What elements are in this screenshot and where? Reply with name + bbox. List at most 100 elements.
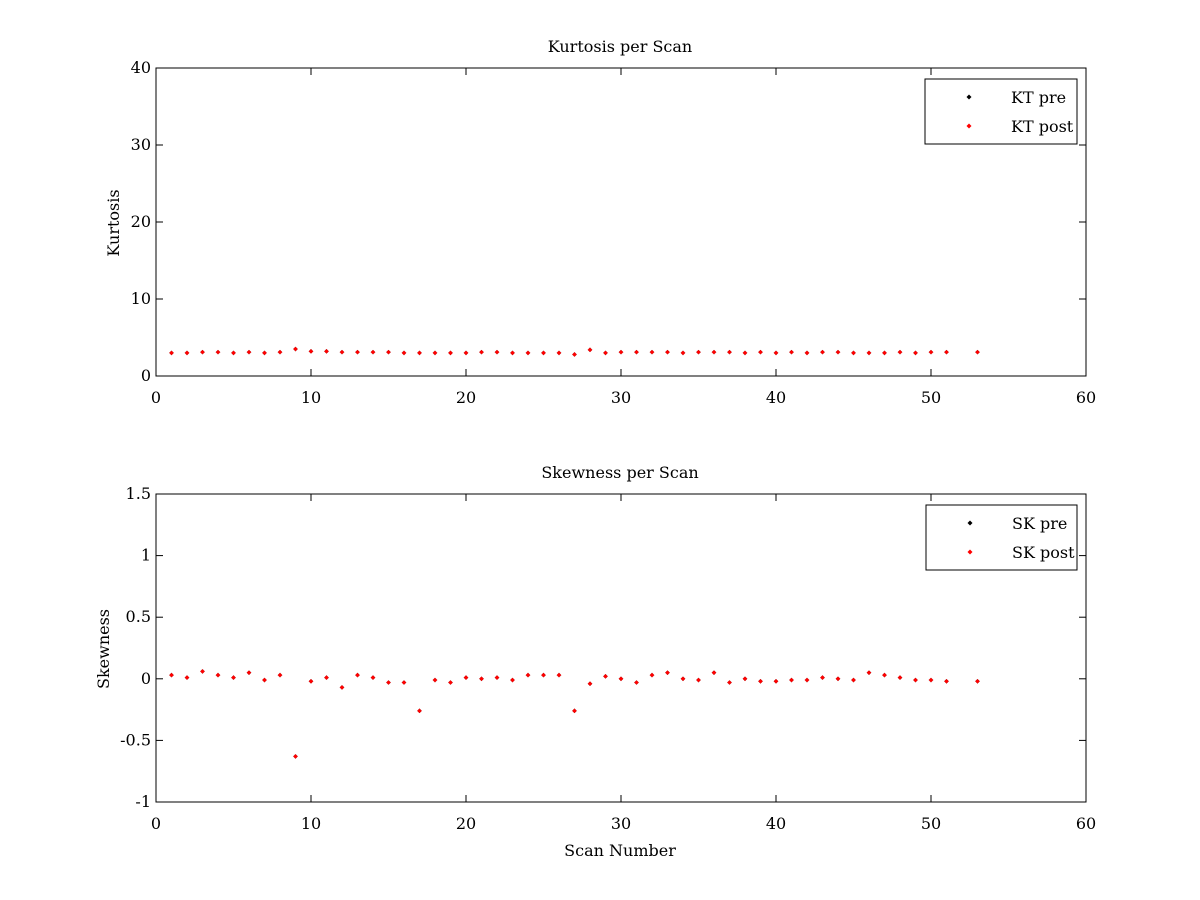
kurtosis-post-point [525,350,531,356]
kurtosis-post-point [820,349,825,355]
skewness-post-point [835,676,841,682]
skewness-post-point [355,672,360,678]
kurtosis-post-point [742,350,748,356]
skewness-post-point [262,677,267,683]
kurtosis-post-point [308,349,314,354]
skewness-post-point [711,670,717,675]
kurtosis-xtick-label: 0 [151,388,161,407]
skewness-ytick-label: 1.5 [126,484,151,503]
kurtosis-post-point [897,349,903,355]
skewness-legend-marker-post [967,549,973,555]
kurtosis-post-point [417,350,422,356]
skewness-post-point [324,675,329,680]
skewness-post-point [696,677,701,683]
skewness-xlabel: Scan Number [564,841,676,860]
kurtosis-xtick-label: 60 [1076,388,1096,407]
skewness-post-point [649,672,655,678]
skewness-post-point [448,680,453,685]
skewness-post-point [293,754,298,759]
skewness-post-point [510,677,515,683]
skewness-legend-label-post: SK post [1012,543,1075,562]
kurtosis-post-point [169,350,174,356]
kurtosis-post-point [293,346,298,352]
skewness-post-point [432,677,438,683]
kurtosis-post-point [401,350,407,356]
kurtosis-post-point [277,349,283,355]
skewness-post-point [463,675,469,680]
kurtosis-legend: KT pre KT post [924,78,1078,145]
kurtosis-post-point [432,350,438,356]
kurtosis-xtick-label: 40 [766,388,786,407]
kurtosis-post-point [184,350,190,356]
kurtosis-post-point [246,349,252,355]
kurtosis-xtick-label: 10 [301,388,321,407]
kurtosis-post-point [665,349,670,355]
kurtosis-post-point [866,350,872,356]
kurtosis-post-point [711,349,717,355]
kurtosis-markers [169,346,980,357]
kurtosis-ytick-label: 40 [131,58,151,77]
skewness-axes-frame [155,493,1087,803]
skewness-post-point [789,677,794,683]
skewness-ytick-label: -0.5 [120,730,151,749]
kurtosis-post-point [448,350,453,356]
skewness-post-point [200,669,205,674]
skewness-post-point [820,675,825,680]
skewness-post-point [882,672,887,678]
kurtosis-post-point [370,349,376,355]
kurtosis-post-point [587,347,593,353]
kurtosis-legend-marker-pre [966,94,972,100]
skewness-markers [169,669,980,759]
skewness-post-point [246,670,252,675]
kurtosis-post-point [835,349,841,355]
skewness-title: Skewness per Scan [541,463,698,482]
skewness-legend-box [925,504,1078,571]
skewness-post-point [773,678,779,684]
skewness-post-point [727,680,732,685]
skewness-ytick-label: 0.5 [126,607,151,626]
skewness-legend: SK pre SK post [925,504,1078,571]
kurtosis-xtick-label: 50 [921,388,941,407]
kurtosis-post-point [463,350,469,356]
skewness-post-point [804,677,810,683]
skewness-xtick-label: 20 [456,814,476,833]
skewness-post-point [572,708,577,714]
skewness-post-point [618,676,624,682]
kurtosis-post-point [975,349,980,355]
kurtosis-post-point [944,349,949,355]
kurtosis-legend-label-post: KT post [1011,117,1074,136]
skewness-post-point [556,672,562,678]
kurtosis-post-point [339,349,345,355]
kurtosis-ytick-label: 0 [141,366,151,385]
skewness-ytick-label: -1 [135,792,151,811]
skewness-ytick-label: 0 [141,669,151,688]
skewness-post-point [866,670,872,675]
skewness-post-point [742,676,748,682]
skewness-post-point [277,672,283,678]
kurtosis-post-point [200,349,205,355]
skewness-legend-label-pre: SK pre [1012,514,1067,533]
kurtosis-post-point [603,350,608,356]
kurtosis-ticks: 0 10 20 30 40 50 60 0 10 20 30 40 [131,58,1097,407]
kurtosis-post-point [479,349,484,355]
kurtosis-post-point [231,350,236,356]
skewness-post-point [975,678,980,684]
skewness-post-point [417,708,422,714]
skewness-post-point [494,675,500,680]
skewness-post-point [944,678,949,684]
kurtosis-post-point [355,349,360,355]
kurtosis-post-point [882,350,887,356]
kurtosis-xtick-label: 20 [456,388,476,407]
skewness-post-point [897,675,903,680]
kurtosis-xtick-label: 30 [611,388,631,407]
skewness-ytick-label: 1 [141,546,151,565]
skewness-post-point [541,672,546,678]
kurtosis-ytick-label: 10 [131,289,151,308]
skewness-post-point [231,675,236,680]
kurtosis-post-point [696,349,701,355]
kurtosis-ylabel: Kurtosis [104,189,123,256]
kurtosis-panel: Kurtosis per Scan Kurtosis 0 10 20 30 40 50 60… [104,37,1096,407]
kurtosis-post-point [851,350,856,356]
skewness-post-point [665,670,670,675]
